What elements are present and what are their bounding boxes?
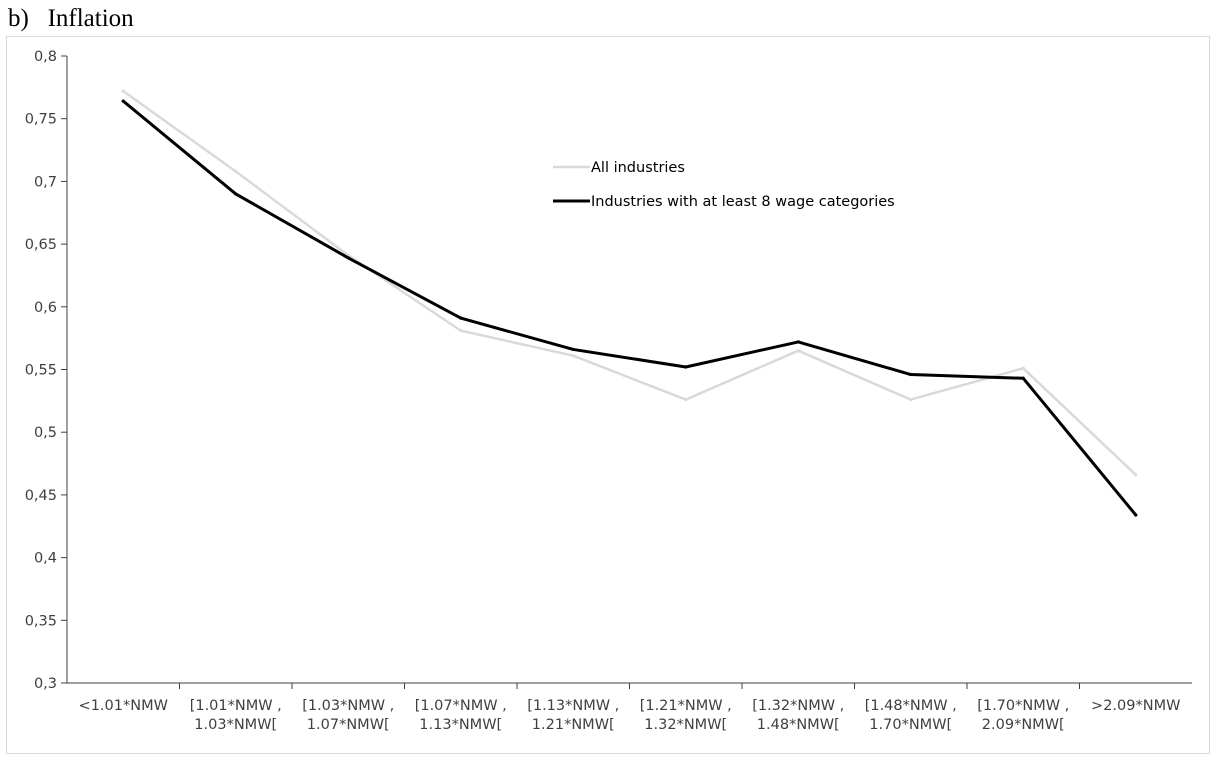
panel-title: b) Inflation: [8, 4, 134, 34]
data-point: [1021, 366, 1025, 370]
x-tick-label: <1.01*NMW: [79, 698, 168, 714]
y-tick-label: 0,75: [25, 112, 57, 128]
y-tick-label: 0,3: [34, 676, 57, 692]
data-point: [121, 89, 125, 93]
x-tick-label: 1.32*NMW[: [644, 717, 727, 733]
data-point: [1134, 513, 1138, 517]
data-point: [234, 169, 238, 173]
series-line: [121, 99, 1138, 517]
panel-title-text: Inflation: [47, 5, 134, 32]
data-point: [459, 329, 463, 333]
data-point: [1134, 473, 1138, 477]
data-point: [796, 349, 800, 353]
data-point: [909, 397, 913, 402]
y-tick-label: 0,6: [34, 300, 57, 316]
data-point: [121, 99, 125, 103]
data-point: [459, 316, 463, 320]
axes: 0,3 0,35 0,4 0,45 0,5 0,55 0,6 0,65 0,7 0,75 0,8 <1…: [25, 49, 1192, 733]
series-line: [122, 89, 1137, 477]
data-point: [1021, 376, 1025, 380]
x-tick-label: [1.03*NMW ,: [302, 698, 394, 714]
panel-label: b): [8, 5, 29, 32]
x-tick-label: 1.07*NMW[: [307, 717, 390, 733]
x-tick-label: 1.48*NMW[: [757, 717, 840, 733]
y-tick-label: 0,65: [25, 237, 57, 253]
chart-frame: [6, 36, 1210, 754]
y-tick-label: 0,7: [34, 174, 57, 190]
legend: All industries Industries with at least 8…: [553, 160, 895, 210]
y-tick-label: 0,35: [25, 613, 57, 629]
legend-label: Industries with at least 8 wage categori…: [591, 194, 895, 210]
x-tick-label: [1.48*NMW ,: [865, 698, 957, 714]
x-tick-label: [1.01*NMW ,: [190, 698, 282, 714]
y-tick-label: 0,8: [34, 49, 57, 65]
x-tick-label: [1.13*NMW ,: [527, 698, 619, 714]
x-tick-label: [1.07*NMW ,: [415, 698, 507, 714]
x-tick-label: [1.21*NMW ,: [640, 698, 732, 714]
x-tick-label: 1.70*NMW[: [869, 717, 952, 733]
data-point: [909, 372, 913, 377]
x-tick-label: 2.09*NMW[: [982, 717, 1065, 733]
data-point: [346, 256, 350, 260]
data-point: [571, 347, 575, 352]
y-tick-label: 0,45: [25, 488, 57, 504]
y-tick-label: 0,55: [25, 363, 57, 379]
y-tick-label: 0,5: [34, 425, 57, 441]
x-tick-label: [1.32*NMW ,: [752, 698, 844, 714]
x-tick-label: >2.09*NMW: [1091, 698, 1180, 714]
data-point: [684, 397, 688, 402]
x-tick-label: [1.70*NMW ,: [977, 698, 1069, 714]
series-layer: [121, 89, 1138, 517]
data-point: [796, 340, 800, 344]
data-point: [571, 354, 575, 358]
legend-label: All industries: [591, 160, 685, 176]
x-tick-label: 1.21*NMW[: [532, 717, 615, 733]
data-point: [234, 192, 238, 196]
y-tick-label: 0,4: [34, 551, 57, 567]
x-tick-label: 1.03*NMW[: [194, 717, 277, 733]
x-tick-label: 1.13*NMW[: [419, 717, 502, 733]
data-point: [684, 365, 688, 369]
